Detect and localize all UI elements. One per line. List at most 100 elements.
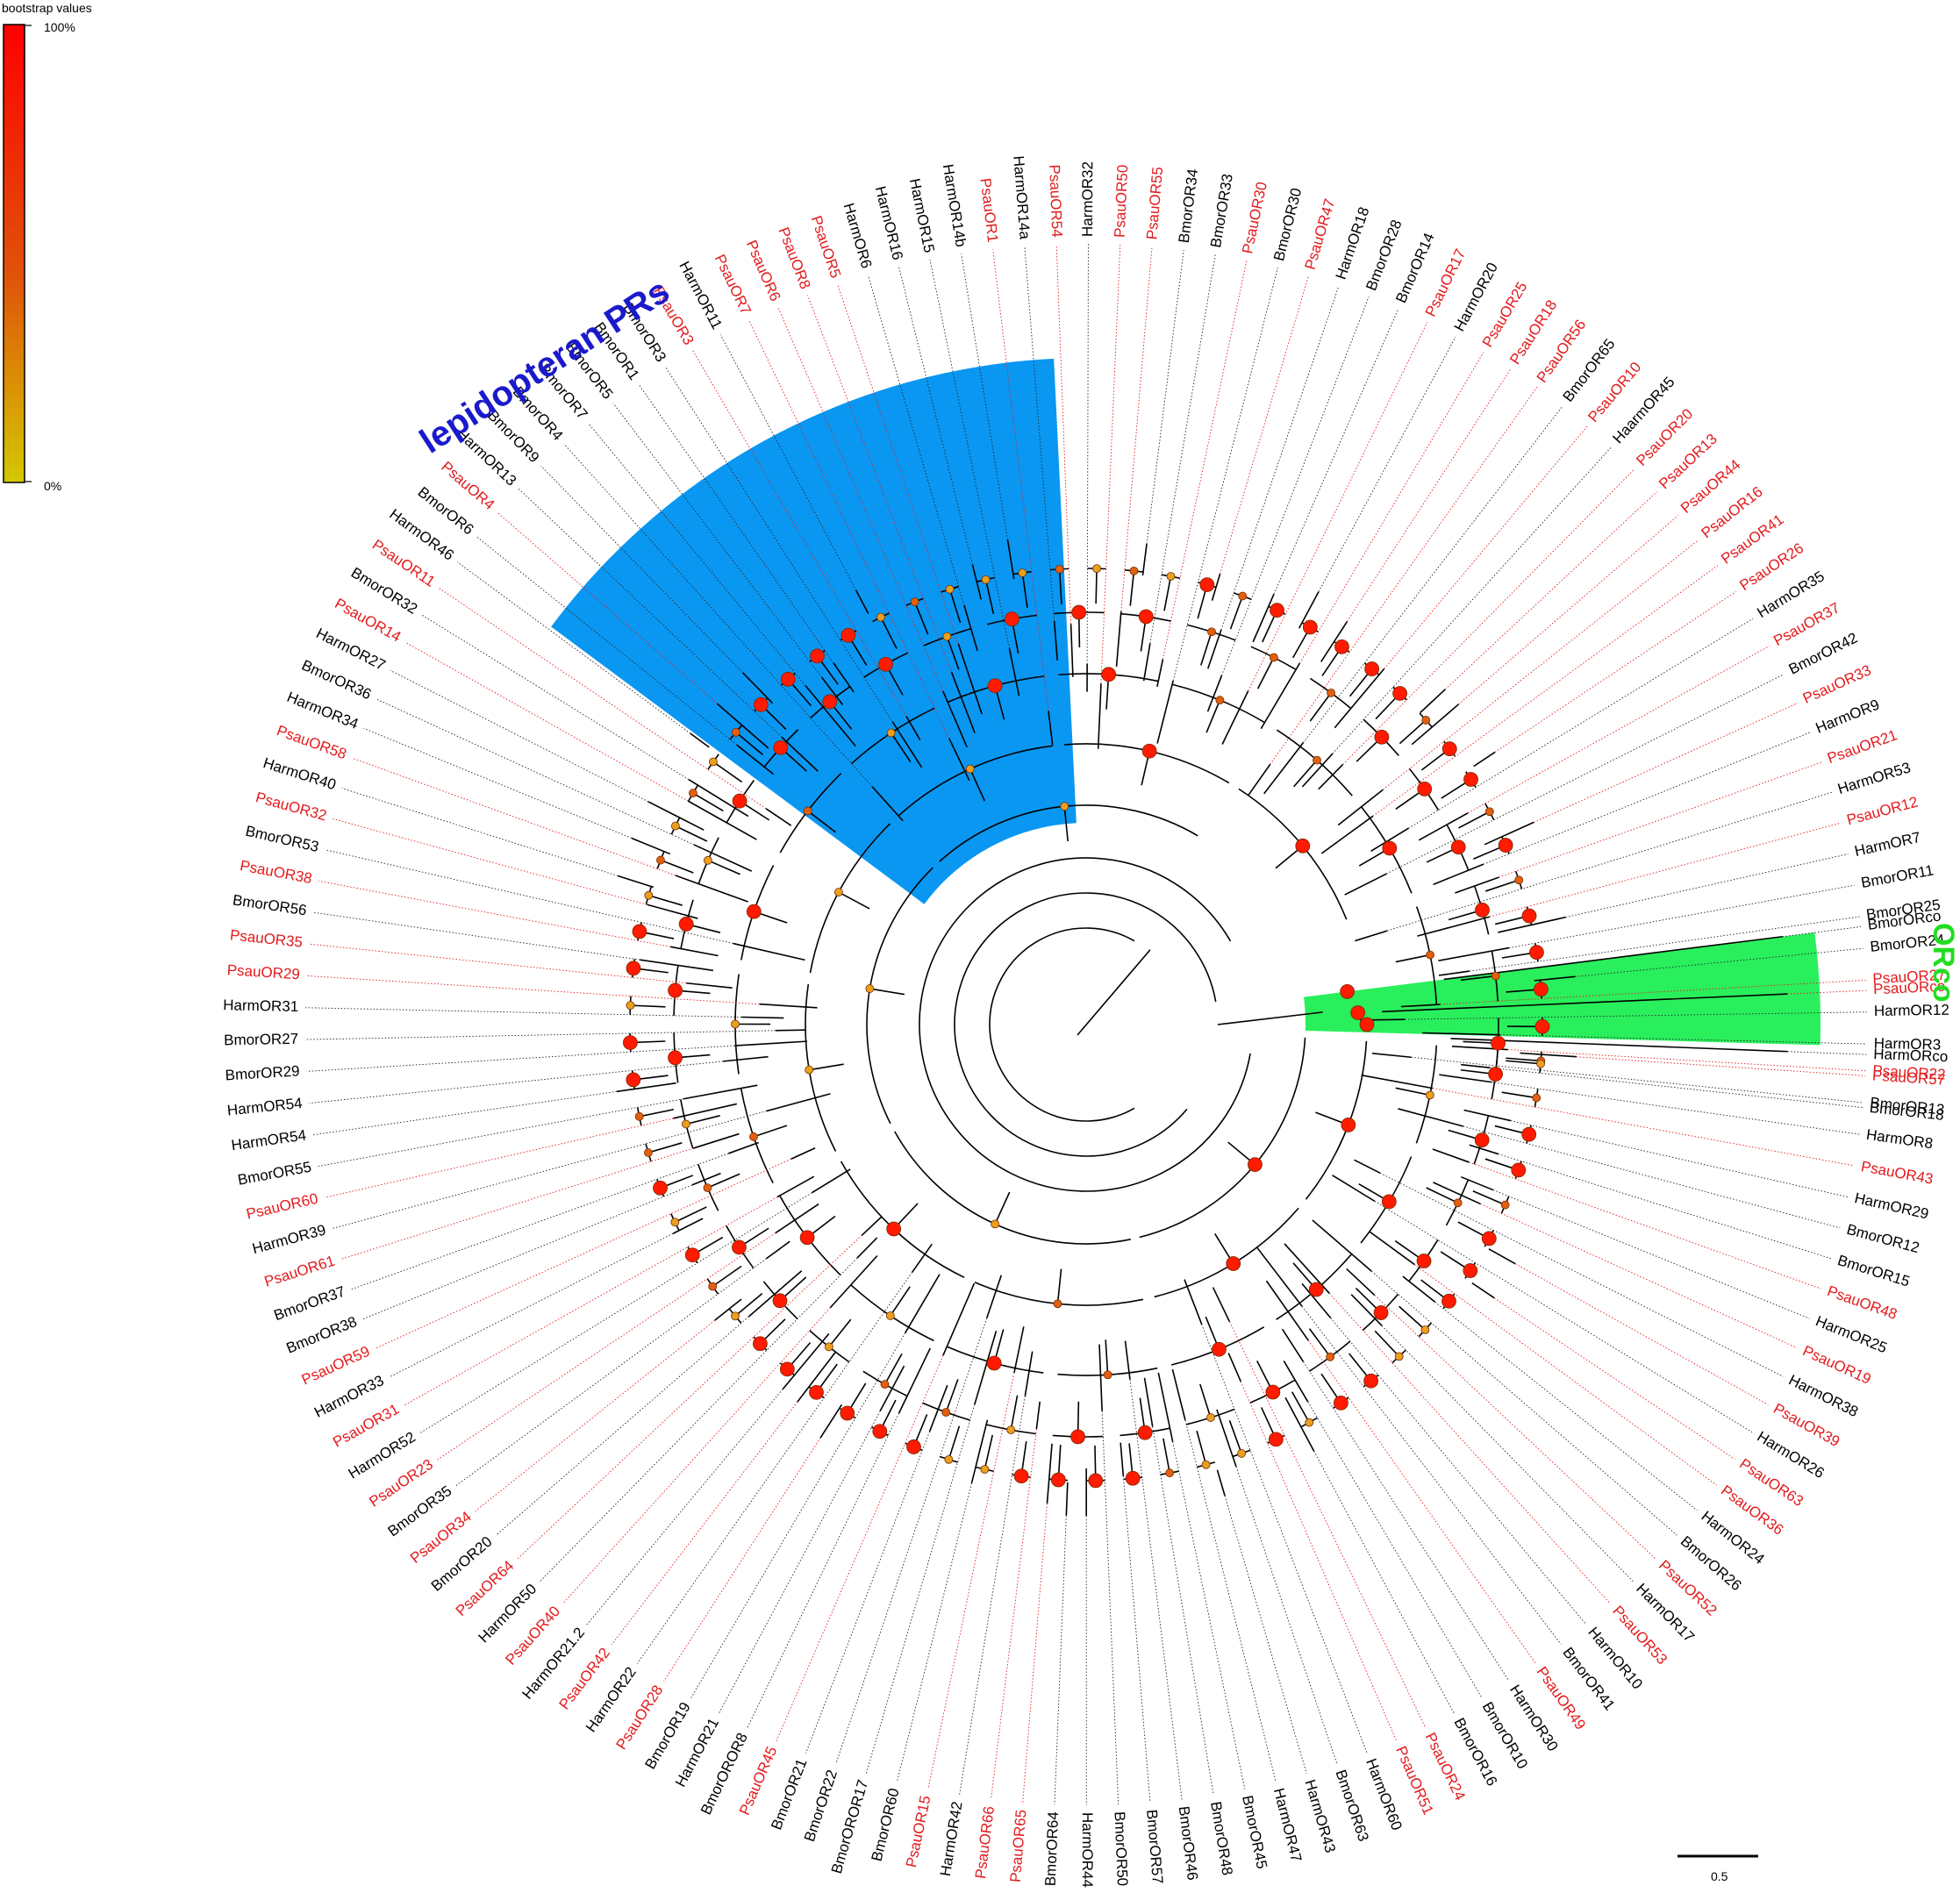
leader-line-90: [438, 587, 767, 810]
leader-line-40: [991, 1429, 1037, 1800]
branch-33: [1143, 1377, 1154, 1427]
branch-139: [1370, 827, 1409, 853]
leader-line-91: [456, 561, 691, 734]
branch-156: [1443, 935, 1783, 981]
branch-81: [733, 942, 805, 961]
bootstrap-node: [689, 789, 697, 798]
branch-71: [683, 1084, 758, 1100]
leader-line-99: [638, 384, 834, 664]
bootstrap-node: [910, 597, 919, 607]
bootstrap-node: [1125, 1470, 1141, 1486]
leader-line-107: [867, 275, 965, 606]
branch-60: [766, 1240, 790, 1260]
branch-44: [974, 1331, 998, 1405]
leader-line-17: [1374, 1295, 1656, 1560]
leader-line-78: [309, 943, 687, 984]
leaf-label: BmorOR28: [1363, 218, 1405, 293]
bootstrap-node: [1018, 568, 1027, 577]
leader-line-4: [1510, 1120, 1849, 1198]
leaf-label: PsauOR60: [245, 1190, 319, 1223]
bootstrap-node: [644, 1148, 653, 1157]
internal-stem: [647, 1142, 683, 1154]
leaf-label: PsauOR8: [775, 225, 813, 291]
branch-21: [1255, 1246, 1303, 1307]
bootstrap-node: [1334, 639, 1349, 654]
internal-stem: [707, 1173, 740, 1189]
bootstrap-node: [1500, 1200, 1510, 1210]
branch-130: [1263, 742, 1305, 795]
leaf-label: BmorOR37: [272, 1283, 347, 1325]
bootstrap-nodes: [623, 564, 1550, 1489]
orco-node-1: [1350, 1005, 1366, 1020]
bootstrap-node: [1205, 1413, 1215, 1422]
leader-line-155: [1490, 1067, 1863, 1109]
leader-line-39: [1022, 1503, 1048, 1804]
branch-124: [1252, 593, 1275, 643]
internal-arc: [894, 1131, 1131, 1245]
leaf-label: PsauOR7: [712, 252, 755, 318]
internal-stem: [1291, 1391, 1310, 1424]
internal-stem: [1010, 1395, 1019, 1431]
bootstrap-node: [1416, 1254, 1432, 1268]
branch-157: [1382, 993, 1788, 1013]
leader-line-156: [1782, 926, 1862, 938]
branch-13: [1471, 1282, 1495, 1299]
leader-line-21: [1301, 1305, 1562, 1645]
branch-138: [1473, 751, 1496, 768]
leader-line-5: [1463, 1125, 1841, 1229]
bootstrap-node: [1381, 1194, 1397, 1210]
bootstrap-node: [1207, 627, 1216, 637]
internal-stem: [1460, 975, 1496, 982]
leaf-label: HarmOR18: [1333, 205, 1373, 282]
leader-line-61: [437, 1232, 776, 1461]
leader-line-6: [1498, 1154, 1832, 1260]
bootstrap-legend: bootstrap values 100% 0%: [2, 1, 92, 493]
bootstrap-node: [987, 678, 1003, 694]
leaf-label: PsauOR50: [1112, 164, 1132, 238]
branch-17: [1346, 1268, 1376, 1296]
branch-111: [1048, 711, 1054, 746]
internal-stem: [734, 1293, 763, 1317]
branch-88: [688, 800, 757, 840]
bootstrap-node: [732, 1239, 747, 1255]
branch-86: [693, 844, 753, 872]
branch-96: [871, 786, 904, 822]
bootstrap-node: [1417, 782, 1433, 796]
branch-56: [856, 1237, 878, 1259]
branch-104: [942, 690, 968, 748]
leaf-label: HarmOR42: [937, 1800, 966, 1877]
leaf-label: BmorOR12: [1845, 1221, 1921, 1256]
leader-line-122: [1220, 285, 1340, 631]
bootstrap-node: [1327, 688, 1336, 697]
leader-line-121: [1220, 275, 1309, 575]
branch-134: [1420, 689, 1446, 714]
internal-stem: [1205, 699, 1221, 733]
leader-line-11: [1514, 1263, 1769, 1405]
branch-1: [1371, 1052, 1412, 1059]
leader-line-50: [690, 1332, 906, 1698]
leader-line-120: [1172, 268, 1278, 682]
bootstrap-node: [703, 855, 712, 865]
leaf-label: HarmOR43: [1301, 1777, 1338, 1854]
branch-74: [734, 1040, 808, 1046]
branch-78: [686, 982, 733, 989]
leader-line-49: [718, 1411, 881, 1714]
leader-line-95: [540, 465, 744, 674]
leaf-label: PsauOR29: [226, 961, 300, 982]
branch-142: [1484, 821, 1534, 846]
internal-stem: [984, 579, 995, 614]
leaf-label: HarmOR44: [1079, 1812, 1096, 1888]
bootstrap-node: [822, 694, 838, 710]
leaf-label: BmorOR57: [1143, 1809, 1166, 1884]
leader-line-20: [1330, 1318, 1587, 1625]
branch-66: [691, 1172, 721, 1186]
branch-47: [942, 1282, 976, 1356]
leader-line-16: [1371, 1270, 1677, 1536]
bootstrap-node: [965, 764, 975, 774]
leader-line-55: [562, 1307, 831, 1604]
bootstrap-node: [1305, 1418, 1314, 1427]
bootstrap-node: [986, 1355, 1002, 1371]
branch-95: [742, 672, 774, 704]
leaf-label: HarmOR16: [872, 184, 906, 261]
scale-bar: 0.5: [1677, 1854, 1758, 1883]
